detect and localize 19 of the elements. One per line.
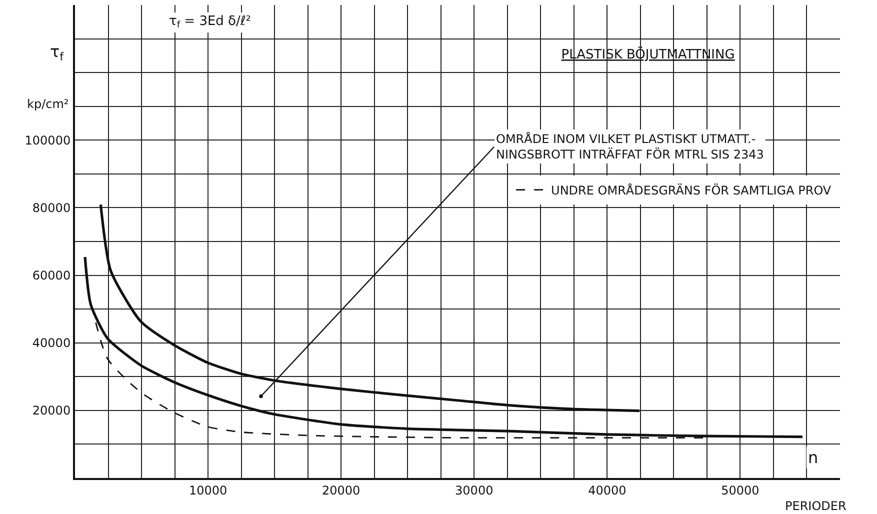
y-tick-label: 40000 (32, 336, 71, 350)
text: kp/cm² (27, 97, 69, 111)
text: PERIODER (785, 499, 846, 513)
y-tick-label: 20000 (32, 404, 71, 418)
y-axis-title: τ$_{f}$ (169, 14, 181, 31)
x-tick-label: 20000 (322, 483, 360, 498)
text: = 3Ed δ/ℓ² (184, 14, 251, 29)
y-tick-label: 100000 (24, 133, 71, 148)
text: τ$_{f}$ (50, 42, 64, 64)
y-tick-label: 60000 (32, 268, 71, 282)
x-tick-label: 30000 (455, 483, 494, 498)
annotation: OMRÅDE INOM VILKET PLASTISKT UTMATT.- NINGSBROTT INTRÄFFAT FÖR MTRL SIS 2343 (496, 131, 764, 162)
x-tick-label: 10000 (188, 483, 228, 498)
x-tick-label: 50000 (721, 483, 760, 498)
legend-label: UNDRE OMRÅDESGRÄNS FÖR SAMTLIGA PROV (551, 182, 832, 198)
x-tick-label: 40000 (588, 483, 626, 498)
line-series (84, 256, 804, 438)
y-tick-label: 80000 (32, 200, 71, 215)
x-axis-title: n (808, 448, 818, 467)
